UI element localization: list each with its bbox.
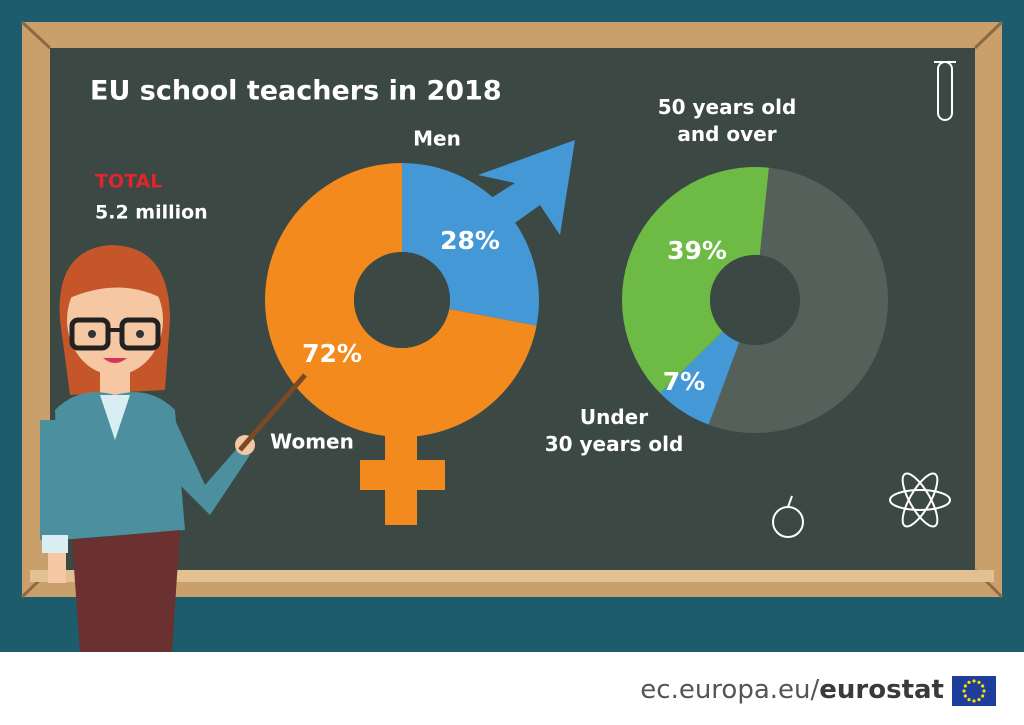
female-symbol [360,420,445,525]
frame-corner [20,20,52,50]
footer-site: ec.europa.eu/ [640,675,819,705]
flag-star [981,684,985,688]
test-tube-icon [934,61,956,121]
flag-star [981,694,985,698]
teacher-illustration [40,245,307,652]
footer-band [0,652,1024,725]
title: EU school teachers in 2018 [90,76,502,107]
value-label: 72% [302,339,362,368]
footer: ec.europa.eu/eurostat [640,675,944,705]
apple-icon [772,495,804,538]
category-label: Women [270,430,354,454]
value-label: 7% [663,367,705,396]
value-label: 39% [667,236,727,265]
flag-star [982,689,986,693]
footer-brand: eurostat [819,675,944,705]
category-label: Under 30 years old [545,405,684,456]
flag-star [977,698,981,702]
flag-star [967,698,971,702]
donut-slice [659,331,740,425]
chalk-ledge [30,570,994,582]
flag-star [972,699,976,703]
category-label: 50 years old and over [658,95,797,146]
flag-star [977,680,981,684]
flag-star [963,684,967,688]
donut-slice [622,167,769,394]
total-label: TOTAL [95,171,162,193]
flag-star [972,679,976,683]
flag-star [962,689,966,693]
flag-star [967,680,971,684]
frame-corner [973,20,1004,50]
flag-star [963,694,967,698]
value-label: 28% [440,226,500,255]
donut-hole [710,255,800,345]
atom-icon [889,472,951,528]
category-label: Men [413,127,461,151]
donut-slice [265,163,537,437]
donut-hole [354,252,450,348]
donut-slice [402,163,539,326]
total-value: 5.2 million [95,202,208,224]
donut-slice [708,167,889,434]
